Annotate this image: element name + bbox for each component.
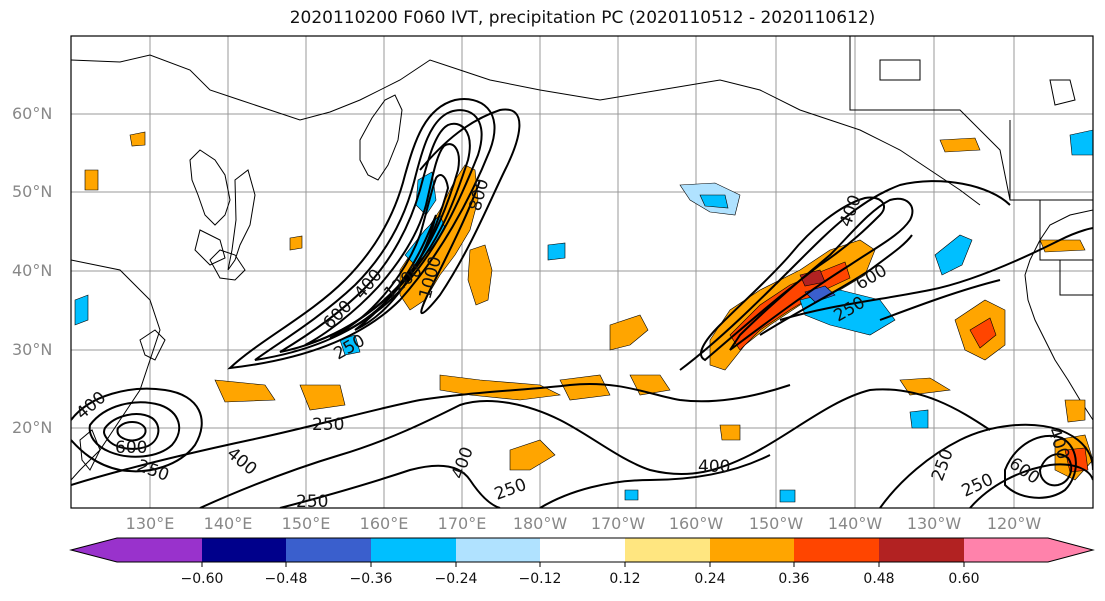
colorbar-segment — [964, 538, 1048, 562]
colorbar-tick-label: 0.60 — [948, 571, 980, 587]
contour-label: 400 — [698, 457, 730, 477]
lon-label-160e: 160°E — [359, 514, 409, 533]
lat-label-40n: 40°N — [12, 261, 53, 280]
contour-label: 250 — [492, 475, 529, 505]
colorbar-tick-label: 0.36 — [778, 571, 810, 587]
colorbar-segment — [371, 538, 456, 562]
colorbar-segment — [202, 538, 286, 562]
colorbar-extend-low — [71, 538, 117, 562]
contour-label: 400 — [836, 192, 866, 229]
map-title: 2020110200 F060 IVT, precipitation PC (2… — [289, 8, 876, 28]
contour-label: 400 — [72, 388, 110, 424]
lon-label-170w: 170°W — [590, 514, 646, 533]
ivt-contours — [71, 98, 1093, 508]
contour-label: 250 — [959, 470, 997, 502]
colorbar-tick-label: −0.48 — [264, 571, 308, 587]
lon-label-170e: 170°E — [437, 514, 487, 533]
colorbar-segment — [540, 538, 625, 562]
colorbar-outline — [69, 537, 1095, 563]
colorbar-segment — [794, 538, 879, 562]
lon-label-140w: 140°W — [827, 514, 883, 533]
colorbar-segment — [117, 538, 202, 562]
lon-label-140e: 140°E — [203, 514, 253, 533]
colorbar-tick-label: −0.24 — [434, 571, 478, 587]
lon-label-120w: 120°W — [986, 514, 1042, 533]
colorbar-segment — [625, 538, 710, 562]
colorbar-tick-label: 0.24 — [694, 571, 726, 587]
lat-label-20n: 20°N — [12, 418, 53, 437]
lon-label-130w: 130°W — [906, 514, 962, 533]
colorbar-tick-label: −0.36 — [349, 571, 393, 587]
contour-labels: 400 600 250 800 400 600 1200 1000 250 40… — [72, 177, 1073, 512]
colorbar-tick-label: −0.60 — [180, 571, 224, 587]
lon-label-150e: 150°E — [281, 514, 331, 533]
colorbar-segment — [456, 538, 540, 562]
lat-label-60n: 60°N — [12, 104, 53, 123]
colorbar-extend-high — [1048, 538, 1093, 562]
colorbar-segment — [879, 538, 964, 562]
map-frame — [70, 35, 1094, 509]
lat-label-50n: 50°N — [12, 182, 53, 201]
map-area: 400 600 250 800 400 600 1200 1000 250 40… — [71, 36, 1093, 512]
gridlines — [71, 36, 1093, 508]
colorbar-ticks — [201, 562, 965, 567]
colorbar-tick-label: 0.48 — [863, 571, 895, 587]
lon-label-160w: 160°W — [668, 514, 724, 533]
colorbar-segment — [286, 538, 371, 562]
contour-label: 250 — [928, 446, 958, 483]
lon-label-150w: 150°W — [748, 514, 804, 533]
lon-label-130e: 130°E — [125, 514, 175, 533]
lon-label-180w: 180°W — [512, 514, 568, 533]
coastlines — [71, 36, 1093, 481]
lat-label-30n: 30°N — [12, 340, 53, 359]
contour-label: 400 — [1043, 425, 1073, 462]
colorbar — [69, 537, 1095, 567]
contour-label: 250 — [134, 456, 171, 486]
contour-label: 250 — [312, 415, 344, 435]
contour-label: 600 — [115, 438, 147, 458]
contour-label: 250 — [296, 492, 328, 512]
contour-label: 400 — [448, 444, 478, 481]
colorbar-tick-label: −0.12 — [518, 571, 562, 587]
colorbar-segment — [710, 538, 794, 562]
colorbar-tick-label: 0.12 — [609, 571, 641, 587]
